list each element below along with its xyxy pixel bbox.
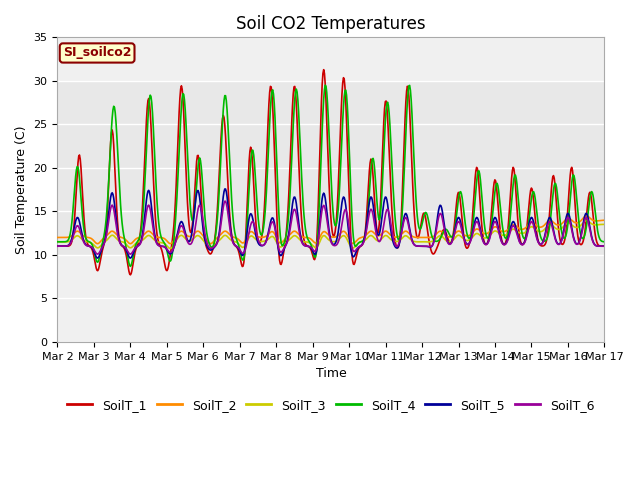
- SoilT_2: [205, 240, 212, 246]
- SoilT_4: [205, 240, 212, 245]
- SoilT_6: [54, 243, 61, 249]
- SoilT_1: [120, 244, 127, 250]
- SoilT_2: [63, 235, 71, 240]
- SoilT_1: [205, 250, 212, 255]
- SoilT_2: [120, 235, 127, 241]
- SoilT_4: [120, 231, 127, 237]
- SoilT_3: [582, 218, 590, 224]
- SoilT_5: [600, 243, 608, 249]
- SoilT_5: [54, 243, 61, 249]
- SoilT_5: [415, 243, 422, 249]
- SoilT_6: [205, 244, 212, 250]
- SoilT_3: [398, 236, 406, 241]
- SoilT_1: [415, 233, 422, 239]
- SoilT_5: [127, 255, 134, 261]
- SoilT_4: [127, 264, 134, 269]
- SoilT_5: [221, 186, 228, 192]
- SoilT_5: [63, 243, 71, 249]
- SoilT_6: [120, 243, 127, 249]
- SoilT_4: [600, 239, 608, 245]
- SoilT_3: [414, 239, 422, 245]
- SoilT_2: [127, 241, 134, 247]
- SoilT_3: [120, 240, 127, 245]
- SoilT_4: [399, 199, 406, 205]
- SoilT_3: [600, 221, 608, 227]
- SoilT_1: [127, 272, 134, 278]
- SoilT_6: [63, 243, 71, 249]
- X-axis label: Time: Time: [316, 367, 346, 380]
- SoilT_3: [166, 246, 174, 252]
- SoilT_1: [600, 243, 608, 249]
- Text: SI_soilco2: SI_soilco2: [63, 47, 131, 60]
- SoilT_4: [415, 224, 422, 230]
- SoilT_6: [176, 225, 184, 230]
- Line: SoilT_6: SoilT_6: [58, 201, 604, 254]
- Y-axis label: Soil Temperature (C): Soil Temperature (C): [15, 125, 28, 254]
- SoilT_3: [205, 244, 212, 250]
- Line: SoilT_5: SoilT_5: [58, 189, 604, 258]
- SoilT_5: [399, 221, 406, 227]
- SoilT_2: [176, 229, 184, 235]
- Line: SoilT_2: SoilT_2: [58, 216, 604, 244]
- SoilT_6: [600, 243, 608, 249]
- SoilT_1: [176, 95, 184, 101]
- SoilT_5: [205, 246, 212, 252]
- SoilT_3: [54, 239, 61, 244]
- SoilT_4: [63, 238, 71, 244]
- SoilT_6: [127, 251, 134, 257]
- SoilT_6: [415, 243, 422, 249]
- Line: SoilT_4: SoilT_4: [58, 85, 604, 266]
- SoilT_3: [63, 239, 71, 245]
- SoilT_4: [321, 83, 329, 88]
- SoilT_1: [63, 243, 71, 249]
- SoilT_2: [600, 217, 608, 223]
- SoilT_1: [320, 67, 328, 72]
- SoilT_5: [120, 244, 127, 250]
- SoilT_3: [176, 233, 184, 239]
- SoilT_6: [221, 198, 228, 204]
- Line: SoilT_3: SoilT_3: [58, 221, 604, 249]
- SoilT_2: [54, 235, 61, 240]
- SoilT_2: [582, 213, 590, 219]
- SoilT_4: [176, 132, 184, 138]
- SoilT_6: [399, 223, 406, 229]
- Title: Soil CO2 Temperatures: Soil CO2 Temperatures: [236, 15, 426, 33]
- Bar: [58, 81, 604, 255]
- Legend: SoilT_1, SoilT_2, SoilT_3, SoilT_4, SoilT_5, SoilT_6: SoilT_1, SoilT_2, SoilT_3, SoilT_4, Soil…: [62, 394, 600, 417]
- SoilT_1: [54, 243, 61, 249]
- SoilT_2: [398, 231, 406, 237]
- SoilT_5: [176, 221, 184, 227]
- SoilT_2: [414, 235, 422, 240]
- SoilT_1: [399, 177, 406, 183]
- Line: SoilT_1: SoilT_1: [58, 70, 604, 275]
- SoilT_4: [54, 239, 61, 245]
